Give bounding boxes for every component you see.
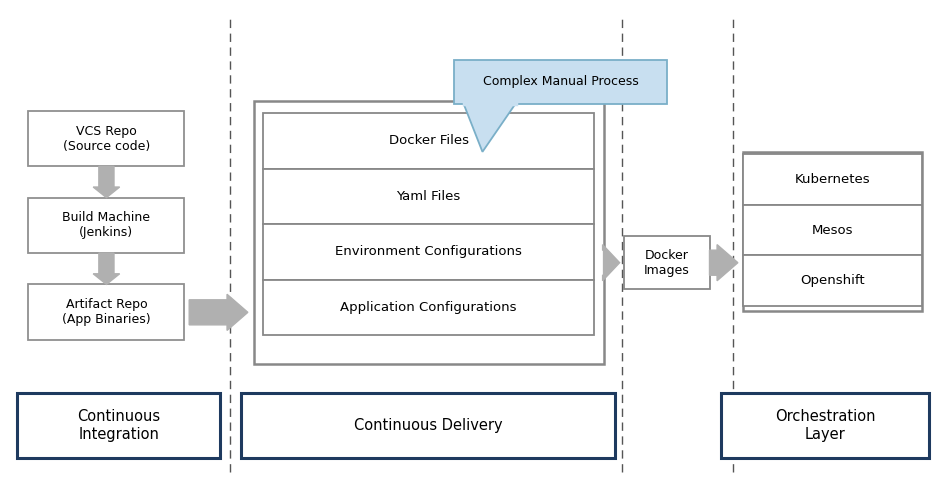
Bar (263, 113, 594, 169)
Bar (28, 111, 184, 166)
Polygon shape (189, 294, 248, 331)
Text: Environment Configurations: Environment Configurations (335, 245, 522, 258)
Polygon shape (710, 245, 738, 281)
Bar (17, 393, 220, 458)
Bar (28, 198, 184, 253)
Bar (263, 169, 594, 224)
Bar (263, 280, 594, 335)
Bar (263, 224, 594, 280)
Text: Build Machine
(Jenkins): Build Machine (Jenkins) (62, 211, 150, 240)
Bar (721, 393, 929, 458)
Text: Openshift: Openshift (800, 274, 865, 287)
Text: Complex Manual Process: Complex Manual Process (482, 76, 639, 88)
Bar (743, 152, 922, 311)
Bar (743, 154, 922, 205)
Text: Application Configurations: Application Configurations (341, 301, 517, 314)
Polygon shape (603, 245, 620, 281)
Bar (241, 393, 615, 458)
Text: Continuous Delivery: Continuous Delivery (354, 418, 502, 433)
Text: Docker
Images: Docker Images (644, 249, 690, 277)
Bar (743, 255, 922, 306)
Bar (254, 101, 604, 364)
Text: Artifact Repo
(App Binaries): Artifact Repo (App Binaries) (62, 298, 150, 326)
Text: Docker Files: Docker Files (389, 134, 468, 147)
Text: Yaml Files: Yaml Files (396, 190, 461, 203)
Bar (28, 284, 184, 340)
Polygon shape (93, 253, 119, 284)
Text: VCS Repo
(Source code): VCS Repo (Source code) (62, 124, 150, 153)
Text: Orchestration
Layer: Orchestration Layer (775, 409, 875, 442)
Text: Continuous
Integration: Continuous Integration (78, 409, 160, 442)
Text: Mesos: Mesos (812, 224, 853, 237)
Bar (624, 236, 710, 289)
Polygon shape (464, 104, 516, 152)
Bar (454, 60, 667, 104)
Bar (743, 205, 922, 255)
Polygon shape (93, 166, 119, 198)
Text: Kubernetes: Kubernetes (795, 173, 870, 186)
